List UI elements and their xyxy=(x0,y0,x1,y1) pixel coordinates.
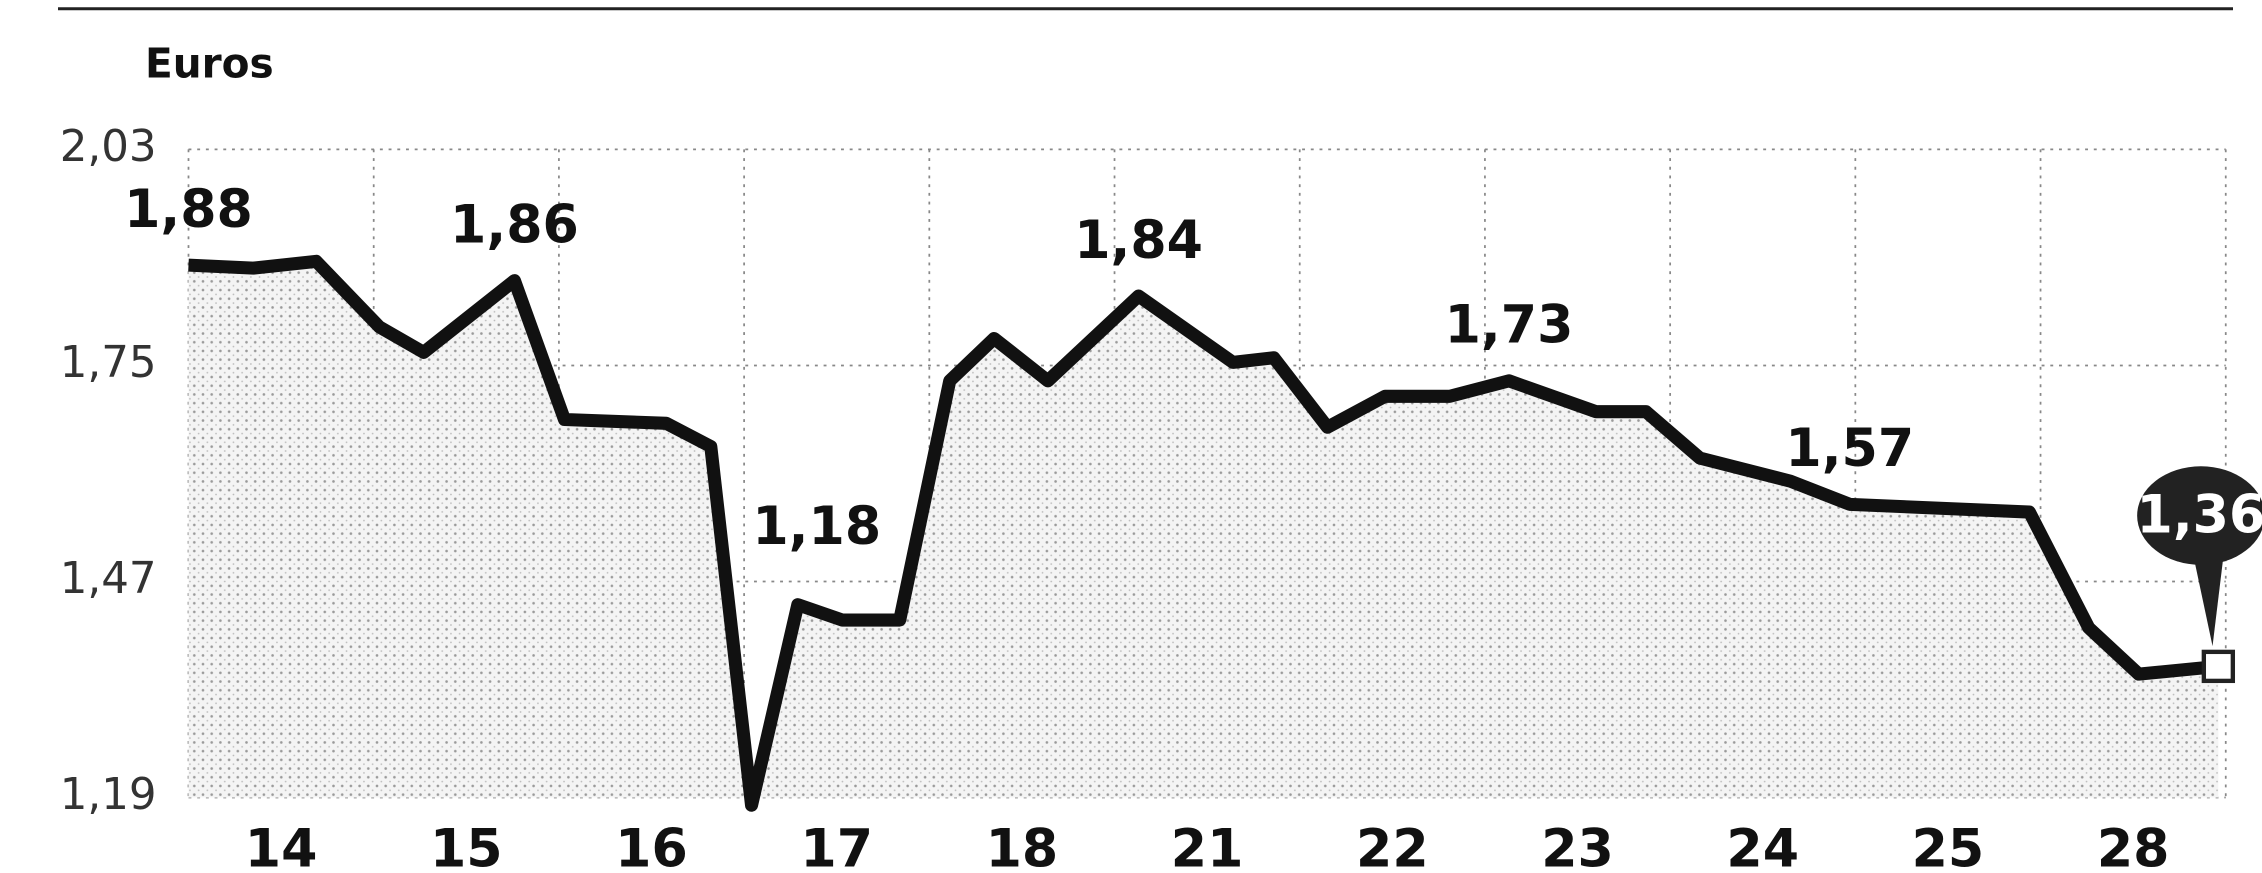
x-tick-label: 22 xyxy=(1356,820,1429,873)
x-tick-label: 28 xyxy=(2097,820,2170,873)
data-label: 1,73 xyxy=(1445,296,1574,356)
data-label: 1,86 xyxy=(450,195,579,255)
line xyxy=(188,254,2219,812)
x-tick-label: 24 xyxy=(1726,820,1799,873)
callout-pointer xyxy=(2192,550,2225,647)
x-tick-label: 23 xyxy=(1541,820,1614,873)
end-marker xyxy=(2201,649,2236,684)
y-tick-label: 1,47 xyxy=(60,554,157,604)
data-label: 1,57 xyxy=(1785,419,1914,479)
x-tick-label: 16 xyxy=(615,820,688,873)
x-tick-label: 17 xyxy=(800,820,873,873)
x-tick-label: 25 xyxy=(1912,820,1985,873)
y-tick-label: 1,19 xyxy=(60,770,157,820)
x-tick-label: 14 xyxy=(245,820,318,873)
callout-bubble xyxy=(2137,466,2262,565)
x-tick-label: 21 xyxy=(1171,820,1244,873)
x-tick-label: 18 xyxy=(986,820,1059,873)
data-label: 1,84 xyxy=(1074,211,1203,271)
data-label: 1,36 xyxy=(2137,485,2262,545)
data-label: 1,18 xyxy=(752,497,881,557)
y-tick-label: 1,75 xyxy=(60,338,157,388)
x-tick-label: 15 xyxy=(430,820,503,873)
area xyxy=(188,261,2219,806)
data-label: 1,88 xyxy=(124,180,253,240)
y-tick-label: 2,03 xyxy=(60,122,157,172)
y-axis-label: Euros xyxy=(145,40,274,88)
